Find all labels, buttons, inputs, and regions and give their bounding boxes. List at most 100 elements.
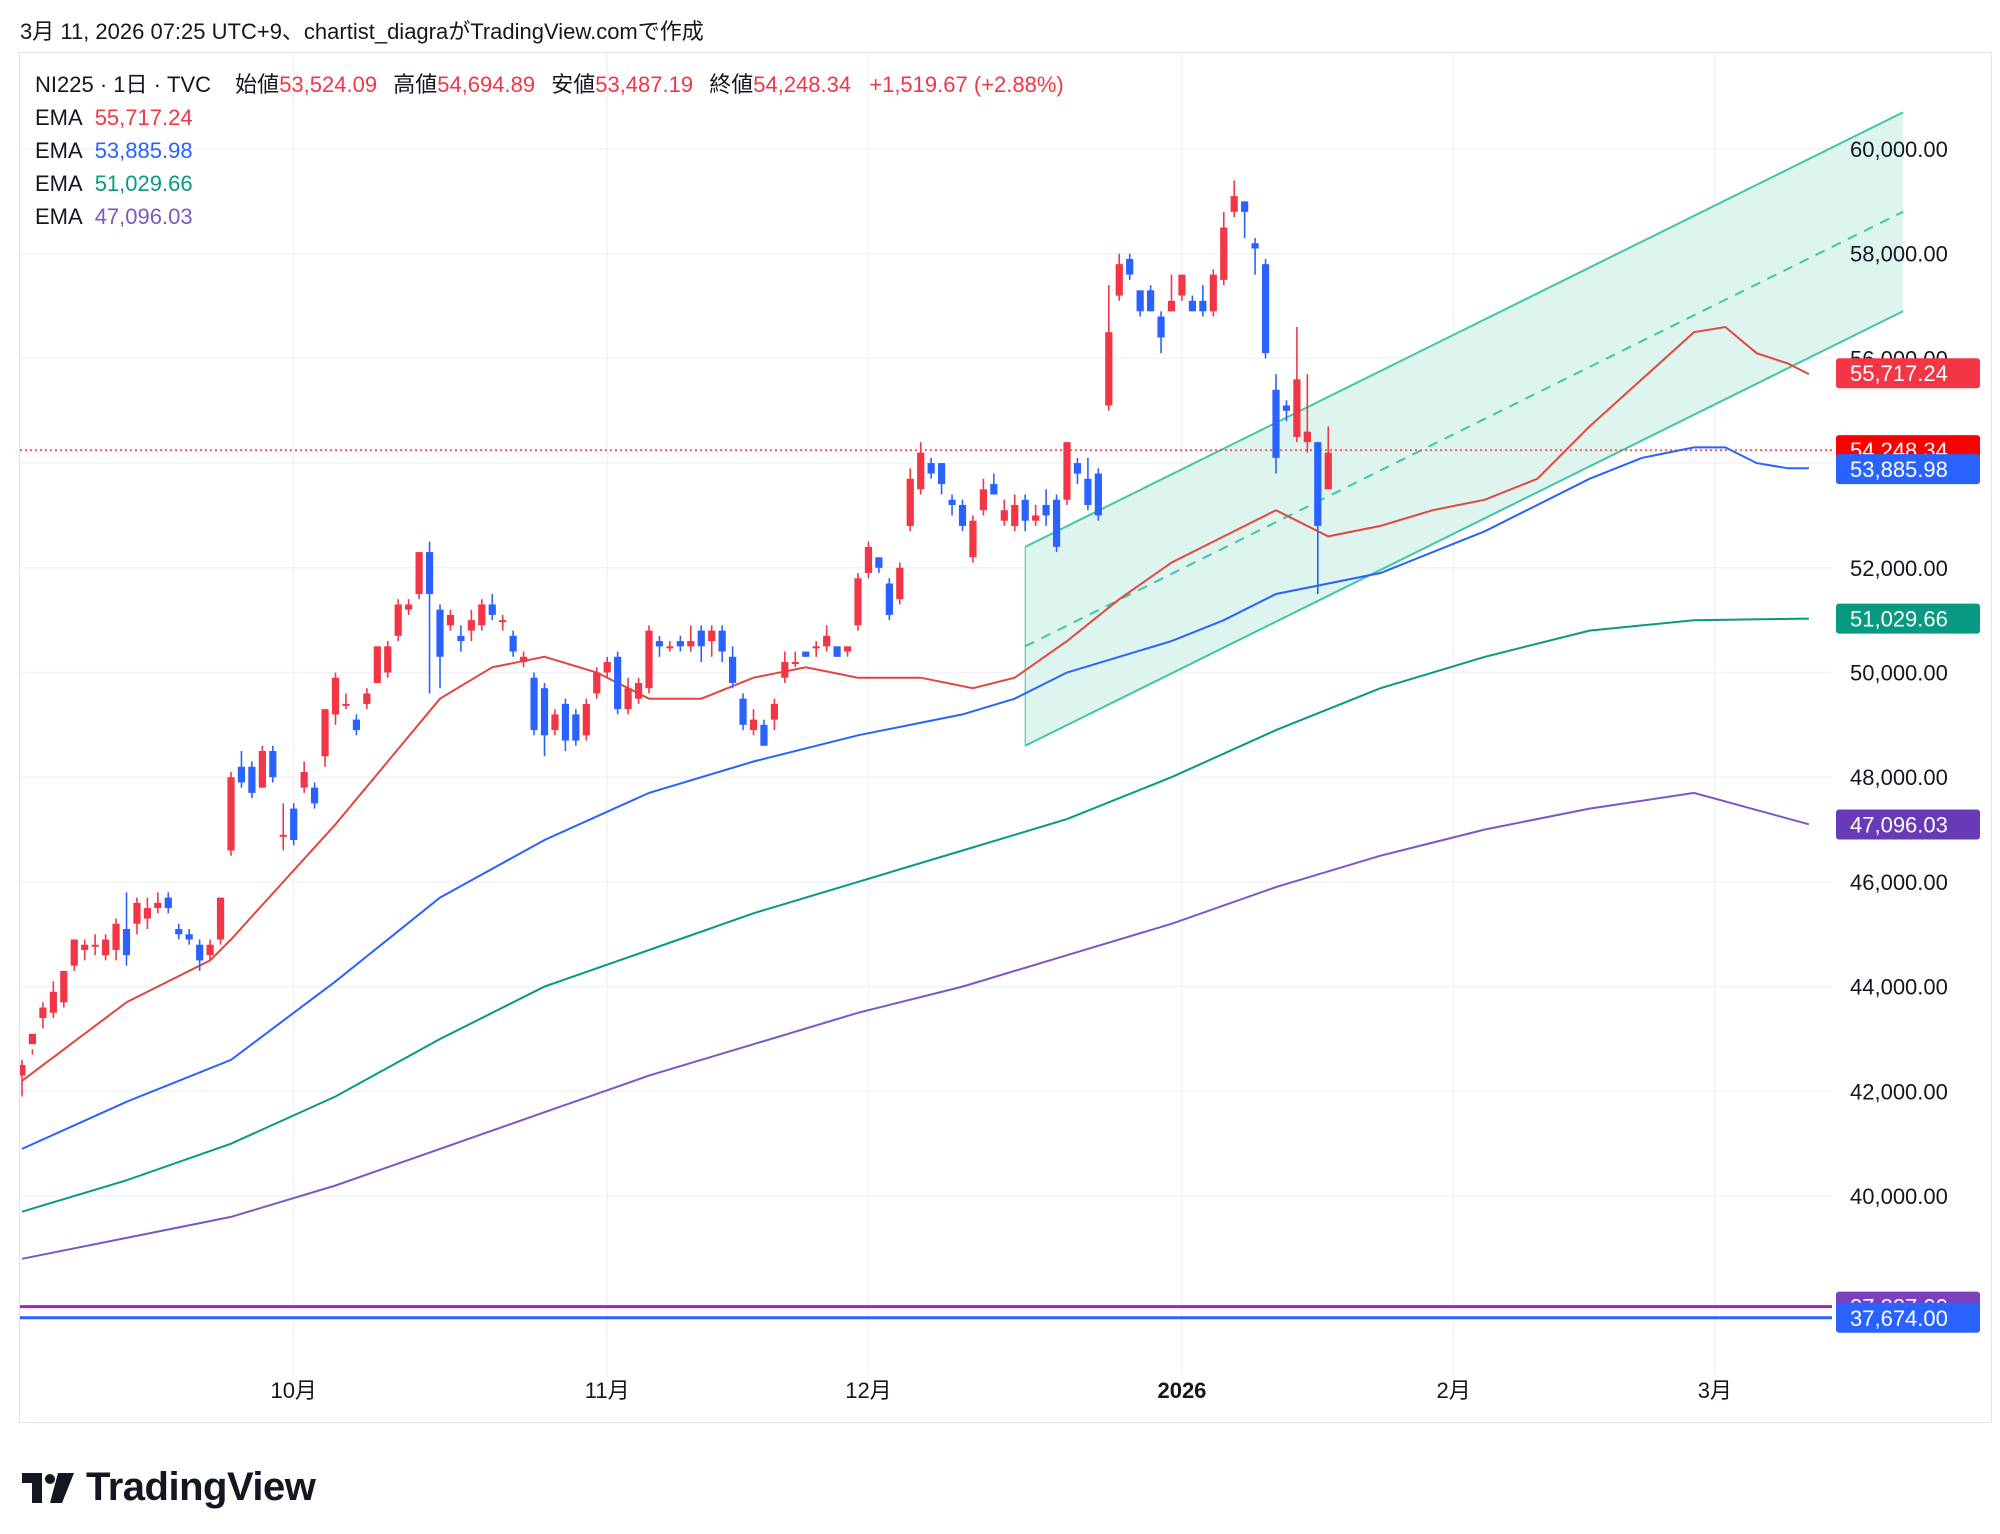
candle-body [1052, 499, 1061, 547]
ema-label: EMA [35, 204, 83, 229]
y-axis-tick-label: 52,000.00 [1850, 556, 1948, 581]
candle-body [1021, 499, 1029, 521]
candle-body [1084, 478, 1092, 505]
ema-label: EMA [35, 171, 83, 196]
low-label: 安値 [551, 72, 596, 97]
candle-body [687, 641, 695, 647]
ema-value: 51,029.66 [94, 171, 193, 196]
candle-body [185, 934, 193, 940]
candle-body [875, 557, 883, 568]
candle-body [499, 620, 507, 623]
y-axis-tick-label: 42,000.00 [1850, 1079, 1948, 1104]
price-label-text: 53,885.98 [1850, 457, 1948, 482]
candle-body [133, 902, 141, 924]
change-value: +1,519.67 (+2.88%) [869, 72, 1064, 97]
ema-legend-row-3[interactable]: EMA 51,029.66 [35, 167, 1064, 200]
candle-body [1188, 300, 1196, 312]
candle-body [457, 635, 465, 642]
price-label-bg [1836, 1302, 1980, 1333]
ema-legend-row-4[interactable]: EMA 47,096.03 [35, 200, 1064, 233]
tradingview-logo[interactable]: TradingView [22, 1465, 316, 1510]
channel-upper-line [1024, 111, 1904, 548]
candle-body [373, 646, 381, 683]
ohlc-legend-row: NI225 · 1日 · TVC 始値53,524.09 高値54,694.89… [35, 68, 1064, 101]
price-label-bg [1836, 809, 1980, 840]
candle-body [331, 677, 340, 715]
price-label-bg [1836, 454, 1980, 485]
candle-body [1293, 379, 1301, 437]
y-axis-tick-label: 46,000.00 [1850, 870, 1948, 895]
candle-body [708, 630, 716, 642]
ema-legend-row-1[interactable]: EMA 55,717.24 [35, 101, 1064, 134]
candle-body [28, 1033, 37, 1045]
candle-body [143, 908, 151, 919]
symbol-ticker[interactable]: NI225 · 1日 · TVC [35, 72, 212, 97]
candle-body [760, 724, 768, 746]
candle-body [227, 777, 235, 851]
candle-body [81, 944, 89, 950]
candle-body [948, 499, 956, 505]
candle-body [91, 944, 99, 947]
candle-body [582, 703, 590, 736]
candle-body [300, 771, 308, 788]
ema-legend-row-2[interactable]: EMA 53,885.98 [35, 134, 1064, 167]
close-value: 54,248.34 [753, 72, 852, 97]
candle-body [216, 897, 225, 940]
candle-body [927, 463, 935, 474]
candle-body [321, 709, 329, 757]
candle-body [60, 970, 68, 1003]
x-axis: 10月 11月 12月 2026 2月 3月 [270, 1378, 1732, 1403]
candle-body [572, 714, 580, 741]
candle-body [446, 614, 455, 626]
chart-caption: 3月 11, 2026 07:25 UTC+9、chartist_diagraが… [20, 19, 704, 44]
candle-body [467, 620, 475, 631]
close-label: 終値 [709, 72, 754, 97]
candle-body [979, 489, 987, 511]
y-axis-tick-label: 40,000.00 [1850, 1184, 1948, 1209]
candle-body [561, 703, 569, 741]
price-chart[interactable]: 40,000.00 42,000.00 44,000.00 46,000.00 48,0… [20, 53, 1991, 1422]
candle-body [781, 662, 789, 678]
candle-body [1261, 264, 1270, 354]
candle-body [823, 635, 831, 647]
candle-body [802, 651, 810, 657]
candle-body [311, 787, 319, 804]
candle-body [969, 520, 977, 558]
chart-frame[interactable]: 40,000.00 42,000.00 44,000.00 46,000.00 48,0… [19, 52, 1992, 1423]
candle-body [739, 698, 747, 725]
candle-body [990, 484, 998, 495]
candle-body [843, 646, 852, 652]
candle-body [1324, 452, 1332, 490]
candle-body [624, 688, 632, 710]
price-label-text: 37,674.00 [1850, 1306, 1948, 1331]
x-axis-tick-label: 3月 [1698, 1378, 1732, 1403]
open-label: 始値 [235, 72, 280, 97]
candle-body [1063, 442, 1071, 500]
chart-legend: NI225 · 1日 · TVC 始値53,524.09 高値54,694.89… [35, 68, 1064, 233]
ema-value: 47,096.03 [94, 204, 193, 229]
y-axis-tick-label: 60,000.00 [1850, 137, 1948, 162]
candle-body [1241, 201, 1249, 212]
candle-body [530, 677, 538, 731]
candle-body [1042, 504, 1050, 516]
candle-body [39, 1007, 47, 1019]
candle-body [1303, 431, 1311, 443]
price-label-text: 47,096.03 [1850, 813, 1948, 838]
candle-body [676, 641, 684, 647]
x-axis-tick-label: 2026 [1157, 1378, 1206, 1403]
candle-body [164, 897, 172, 909]
candle-body [405, 604, 413, 610]
high-label: 高値 [393, 72, 438, 97]
candle-body [279, 834, 287, 837]
price-label-badge: 53,885.98 [1836, 454, 1980, 485]
price-label-text: 51,029.66 [1850, 607, 1948, 632]
candle-body [520, 656, 528, 663]
candle-body [384, 646, 392, 673]
ema-value: 55,717.24 [94, 105, 193, 130]
candle-body [70, 939, 78, 966]
candles [20, 180, 1332, 1097]
candle-body [906, 478, 914, 526]
y-axis-tick-label: 58,000.00 [1850, 242, 1948, 267]
price-label-bg [1836, 603, 1980, 634]
x-axis-tick-label: 10月 [270, 1378, 316, 1403]
